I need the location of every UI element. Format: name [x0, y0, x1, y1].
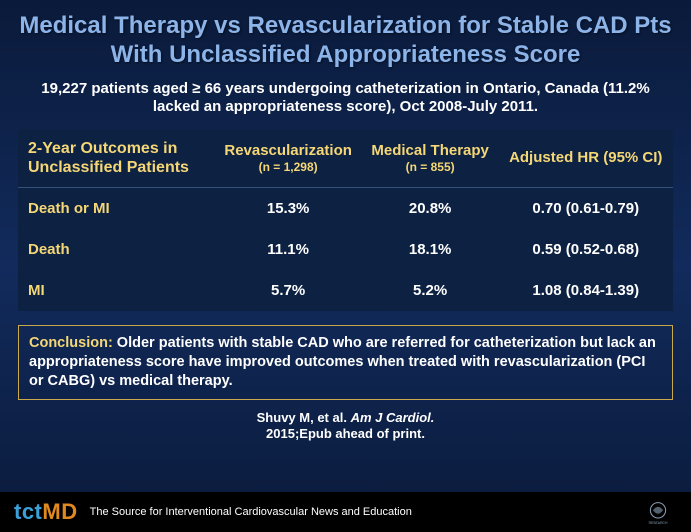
citation-line2: 2015;Epub ahead of print.: [266, 426, 425, 441]
col2-label: Medical Therapy: [371, 142, 489, 159]
svg-text:RESEARCH: RESEARCH: [649, 521, 668, 525]
brand-b: MD: [42, 499, 77, 524]
outcomes-table: 2-Year Outcomes in Unclassified Patients…: [18, 129, 673, 311]
cell-medical: 18.1%: [362, 229, 499, 270]
table-header-col2: Medical Therapy (n = 855): [362, 129, 499, 188]
conclusion-lead: Conclusion:: [29, 335, 113, 351]
conclusion-box: Conclusion: Older patients with stable C…: [18, 325, 673, 400]
table-row: Death11.1%18.1%0.59 (0.52-0.68): [18, 229, 673, 270]
cell-medical: 20.8%: [362, 188, 499, 230]
table-row: MI5.7%5.2%1.08 (0.84-1.39): [18, 270, 673, 311]
citation-pre: Shuvy M, et al.: [257, 410, 351, 425]
row-label: Death: [18, 229, 215, 270]
brand-a: tct: [14, 499, 42, 524]
col1-label: Revascularization: [224, 142, 352, 159]
table-header-row: 2-Year Outcomes in Unclassified Patients…: [18, 129, 673, 188]
cell-hr: 1.08 (0.84-1.39): [498, 270, 673, 311]
slide-title: Medical Therapy vs Revascularization for…: [18, 12, 673, 70]
cell-revasc: 5.7%: [215, 270, 362, 311]
slide-subtitle: 19,227 patients aged ≥ 66 years undergoi…: [18, 80, 673, 118]
brand-logo: tctMD: [14, 499, 78, 525]
cell-revasc: 11.1%: [215, 229, 362, 270]
table-header-col1: Revascularization (n = 1,298): [215, 129, 362, 188]
table-header-col3: Adjusted HR (95% CI): [498, 129, 673, 188]
citation-ital: Am J Cardiol.: [351, 410, 435, 425]
crf-logo-icon: RESEARCH: [639, 497, 677, 527]
footer-tagline: The Source for Interventional Cardiovasc…: [90, 506, 412, 518]
table-row: Death or MI15.3%20.8%0.70 (0.61-0.79): [18, 188, 673, 230]
cell-medical: 5.2%: [362, 270, 499, 311]
conclusion-body: Older patients with stable CAD who are r…: [29, 335, 656, 389]
row-label: Death or MI: [18, 188, 215, 230]
footer-left: tctMD The Source for Interventional Card…: [14, 499, 412, 525]
col1-n: (n = 1,298): [221, 160, 356, 174]
cell-revasc: 15.3%: [215, 188, 362, 230]
row-label: MI: [18, 270, 215, 311]
citation: Shuvy M, et al. Am J Cardiol. 2015;Epub …: [18, 410, 673, 443]
table-body: Death or MI15.3%20.8%0.70 (0.61-0.79)Dea…: [18, 188, 673, 312]
table-header-left: 2-Year Outcomes in Unclassified Patients: [18, 129, 215, 188]
cell-hr: 0.59 (0.52-0.68): [498, 229, 673, 270]
cell-hr: 0.70 (0.61-0.79): [498, 188, 673, 230]
col2-n: (n = 855): [368, 160, 493, 174]
col3-label: Adjusted HR (95% CI): [509, 149, 662, 166]
footer-bar: tctMD The Source for Interventional Card…: [0, 492, 691, 532]
